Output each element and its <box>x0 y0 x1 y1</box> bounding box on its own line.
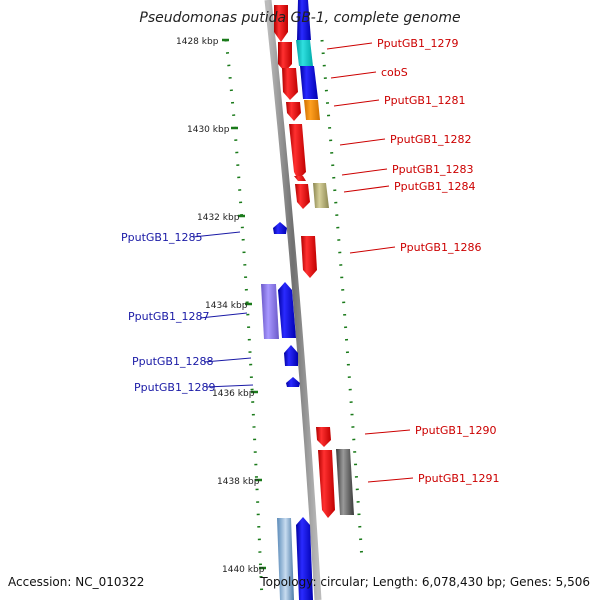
gene-label[interactable]: PputGB1_1287 <box>128 310 209 323</box>
gene-PputGB1_1279-b[interactable] <box>278 42 292 72</box>
gene-PputGB1_1290[interactable] <box>316 427 331 447</box>
gene-label[interactable]: PputGB1_1286 <box>400 241 481 254</box>
callout-line <box>343 185 390 193</box>
callout-line <box>349 246 396 254</box>
tick-label: 1430 kbp <box>187 125 230 135</box>
tick-label: 1440 kbp <box>222 565 265 575</box>
gene-gray[interactable] <box>336 449 354 515</box>
callout-line <box>192 231 241 238</box>
gene-PputGB1_1286[interactable] <box>301 236 317 278</box>
genome-title: Pseudomonas putida GB-1, complete genome <box>139 10 460 26</box>
gene-PputGB1_1281[interactable] <box>286 102 301 121</box>
callout-line <box>205 384 254 388</box>
gene-cobS-adjacent[interactable] <box>282 68 298 100</box>
genome-backbone <box>264 0 322 600</box>
gene-label[interactable]: PputGB1_1288 <box>132 355 213 368</box>
gene-label[interactable]: PputGB1_1291 <box>418 472 499 485</box>
gene-PputGB1_1287-purple[interactable] <box>261 284 279 339</box>
gene-PputGB1_1283[interactable] <box>294 176 306 181</box>
tick-label: 1432 kbp <box>197 213 240 223</box>
gene-label[interactable]: PputGB1_1282 <box>390 133 471 146</box>
tick-label: 1434 kbp <box>205 301 248 311</box>
gene-label[interactable]: PputGB1_1281 <box>384 94 465 107</box>
gene-PputGB1_1282[interactable] <box>289 124 306 180</box>
tick-label: 1428 kbp <box>176 37 219 47</box>
gene-blue-top[interactable] <box>297 0 311 40</box>
gene-PputGB1_1284[interactable] <box>295 184 310 209</box>
gene-steel[interactable] <box>277 518 294 600</box>
gene-label[interactable]: PputGB1_1284 <box>394 180 475 193</box>
callout-line <box>199 312 248 319</box>
gene-olive[interactable] <box>313 183 329 208</box>
tick-label: 1438 kbp <box>217 477 260 487</box>
tick-label: 1436 kbp <box>212 389 255 399</box>
accession-text: Accession: NC_010322 <box>8 575 144 589</box>
callout-line <box>326 42 373 50</box>
gene-PputGB1_1279[interactable] <box>274 5 288 42</box>
gene-orange[interactable] <box>304 100 320 120</box>
gene-PputGB1_1289[interactable] <box>286 377 300 387</box>
gene-PputGB1_1285[interactable] <box>273 222 287 234</box>
gene-blue-bottom[interactable] <box>296 517 313 600</box>
gene-cobS[interactable] <box>296 40 313 66</box>
gene-label[interactable]: PputGB1_1289 <box>134 381 215 394</box>
gene-label[interactable]: PputGB1_1290 <box>415 424 496 437</box>
gene-label[interactable]: PputGB1_1285 <box>121 231 202 244</box>
gene-blue-cobS[interactable] <box>300 66 318 99</box>
callout-line <box>339 138 386 146</box>
gene-label[interactable]: PputGB1_1279 <box>377 37 458 50</box>
gene-label[interactable]: PputGB1_1283 <box>392 163 473 176</box>
gene-PputGB1_1291[interactable] <box>318 450 335 518</box>
callout-line <box>330 71 377 79</box>
callout-line <box>367 477 414 483</box>
genome-summary: Topology: circular; Length: 6,078,430 bp… <box>259 575 590 589</box>
gene-label[interactable]: cobS <box>381 66 408 79</box>
callout-line <box>203 357 252 363</box>
gene-PputGB1_1288[interactable] <box>284 345 298 366</box>
left-tick-guide <box>224 39 264 600</box>
callout-line <box>341 168 388 176</box>
callout-line <box>333 99 380 107</box>
callout-line <box>364 429 411 435</box>
gene-PputGB1_1287[interactable] <box>278 282 296 338</box>
